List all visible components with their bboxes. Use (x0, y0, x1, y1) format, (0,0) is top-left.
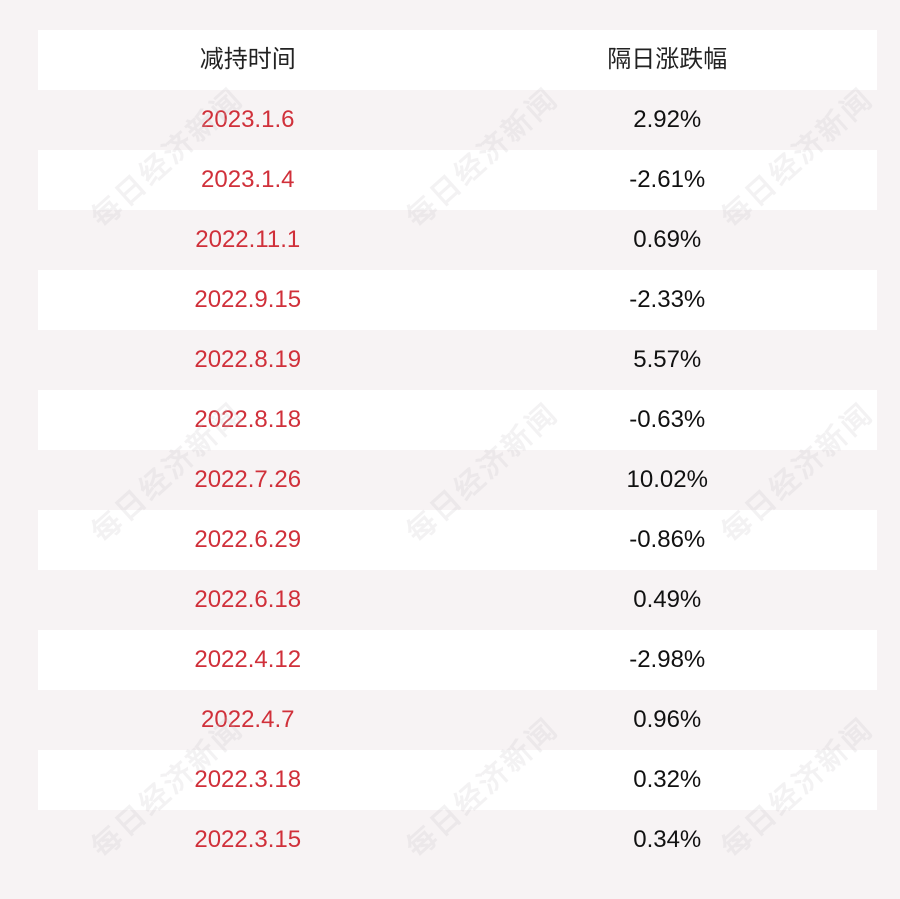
header-next-day-change: 隔日涨跌幅 (607, 46, 728, 73)
next-day-change: 2.92% (633, 106, 702, 133)
table-header: 减持时间 隔日涨跌幅 (38, 30, 877, 90)
next-day-change: 0.34% (633, 826, 702, 853)
next-day-change: 0.69% (633, 226, 702, 253)
table-row: 2022.9.15 -2.33% (38, 270, 877, 330)
next-day-change: -2.33% (629, 286, 706, 313)
next-day-change: 0.96% (633, 706, 702, 733)
next-day-change: -0.63% (629, 406, 706, 433)
reduction-date: 2022.3.15 (194, 826, 302, 853)
reduction-date: 2023.1.6 (201, 106, 295, 133)
next-day-change: 0.32% (633, 766, 702, 793)
next-day-change: 0.49% (633, 586, 702, 613)
table-row: 2022.6.18 0.49% (38, 570, 877, 630)
table-row: 2023.1.4 -2.61% (38, 150, 877, 210)
table-row: 2022.7.26 10.02% (38, 450, 877, 510)
table-row: 2022.11.1 0.69% (38, 210, 877, 270)
reduction-date: 2022.9.15 (194, 286, 302, 313)
table-row: 2022.6.29 -0.86% (38, 510, 877, 570)
next-day-change: 10.02% (626, 466, 708, 493)
table-row: 2022.8.19 5.57% (38, 330, 877, 390)
reduction-date: 2022.7.26 (194, 466, 302, 493)
next-day-change: 5.57% (633, 346, 702, 373)
next-day-change: -2.98% (629, 646, 706, 673)
header-reduction-date: 减持时间 (199, 46, 296, 73)
reduction-date: 2023.1.4 (201, 166, 295, 193)
reduction-date: 2022.6.18 (194, 586, 302, 613)
table-row: 2022.4.7 0.96% (38, 690, 877, 750)
data-table: 减持时间 隔日涨跌幅 2023.1.6 2.92% 2023.1.4 -2.61… (38, 30, 877, 870)
reduction-date: 2022.8.19 (194, 346, 302, 373)
table-row: 2023.1.6 2.92% (38, 90, 877, 150)
next-day-change: -2.61% (629, 166, 706, 193)
table-row: 2022.8.18 -0.63% (38, 390, 877, 450)
reduction-date: 2022.4.12 (194, 646, 302, 673)
reduction-date: 2022.4.7 (201, 706, 295, 733)
reduction-date: 2022.8.18 (194, 406, 302, 433)
table-row: 2022.3.15 0.34% (38, 810, 877, 870)
table-row: 2022.4.12 -2.98% (38, 630, 877, 690)
reduction-date: 2022.11.1 (195, 226, 301, 253)
next-day-change: -0.86% (629, 526, 706, 553)
reduction-date: 2022.3.18 (194, 766, 302, 793)
reduction-date: 2022.6.29 (194, 526, 302, 553)
table-row: 2022.3.18 0.32% (38, 750, 877, 810)
